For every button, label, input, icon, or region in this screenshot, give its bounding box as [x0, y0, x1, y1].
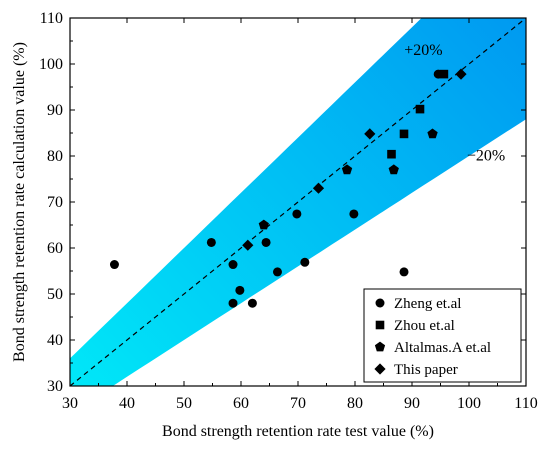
y-tick-label: 40 [47, 332, 63, 349]
y-tick-label: 30 [47, 378, 63, 395]
x-tick-label: 80 [347, 395, 363, 412]
data-point-0-0 [109, 260, 119, 270]
data-point-0-10 [349, 209, 359, 219]
legend-marker-0 [375, 298, 385, 308]
data-point-0-11 [399, 267, 409, 277]
series-1 [387, 69, 449, 159]
y-tick-label: 100 [39, 56, 63, 73]
data-point-0-9 [300, 257, 310, 267]
data-point-1-1 [399, 129, 409, 139]
x-tick-label: 90 [404, 395, 420, 412]
data-point-2-1 [341, 164, 353, 175]
data-point-3-0 [242, 239, 254, 251]
y-tick-label: 90 [47, 102, 63, 119]
data-point-1-2 [415, 104, 425, 114]
data-point-0-1 [206, 237, 216, 247]
legend-marker-3 [374, 363, 386, 375]
y-tick-label: 80 [47, 148, 63, 165]
data-point-0-8 [292, 209, 302, 219]
data-point-0-3 [228, 298, 238, 308]
plot-area [70, 18, 526, 386]
legend-marker-1 [375, 320, 385, 330]
data-point-0-7 [272, 267, 282, 277]
data-point-3-1 [312, 182, 325, 194]
x-tick-label: 50 [176, 395, 192, 412]
axes: 30 40 50 60 70 80 90 100 110 30 40 50 60 70 80 90 100 110 [39, 10, 538, 412]
series-2 [258, 128, 438, 230]
data-point-0-4 [235, 285, 245, 295]
x-tick-label: 100 [457, 395, 481, 412]
x-tick-label: 60 [233, 395, 249, 412]
x-axis-title: Bond strength retention rate test value … [162, 423, 434, 440]
reference-line-y-equals-x [70, 18, 526, 386]
data-point-0-5 [247, 298, 257, 308]
y-tick-label: 70 [47, 194, 63, 211]
series-3 [242, 68, 467, 251]
legend: Zheng et.al Zhou et.al Altalmas.A et.al … [363, 288, 522, 383]
y-tick-label: 110 [40, 10, 63, 27]
data-point-2-2 [388, 164, 399, 175]
legend-marker-2 [374, 341, 386, 352]
data-point-2-0 [258, 219, 269, 230]
data-point-3-3 [455, 68, 467, 80]
series-0 [109, 69, 443, 308]
x-tick-label: 110 [514, 395, 537, 412]
legend-label-this-paper: This paper [394, 362, 458, 378]
y-axis-title: Bond strength retention rate calculation… [11, 42, 28, 362]
x-tick-label: 40 [119, 395, 135, 412]
data-point-0-2 [228, 260, 238, 270]
data-point-2-3 [427, 128, 438, 139]
legend-label-zheng: Zheng et.al [394, 296, 461, 312]
annotation-plus-20: +20% [404, 42, 442, 59]
data-point-1-3 [439, 69, 449, 79]
legend-box [363, 288, 522, 383]
annotation-minus-20: −20% [467, 148, 505, 165]
data-point-3-2 [364, 128, 376, 140]
x-tick-label: 30 [62, 395, 78, 412]
annotations: +20% −20% [404, 42, 505, 165]
legend-label-zhou: Zhou et.al [394, 318, 455, 334]
data-point-0-6 [261, 237, 271, 247]
legend-label-altalmas: Altalmas.A et.al [394, 340, 491, 356]
y-tick-label: 50 [47, 286, 63, 303]
x-tick-label: 70 [290, 395, 306, 412]
data-point-1-0 [387, 149, 396, 159]
y-tick-label: 60 [47, 240, 63, 257]
